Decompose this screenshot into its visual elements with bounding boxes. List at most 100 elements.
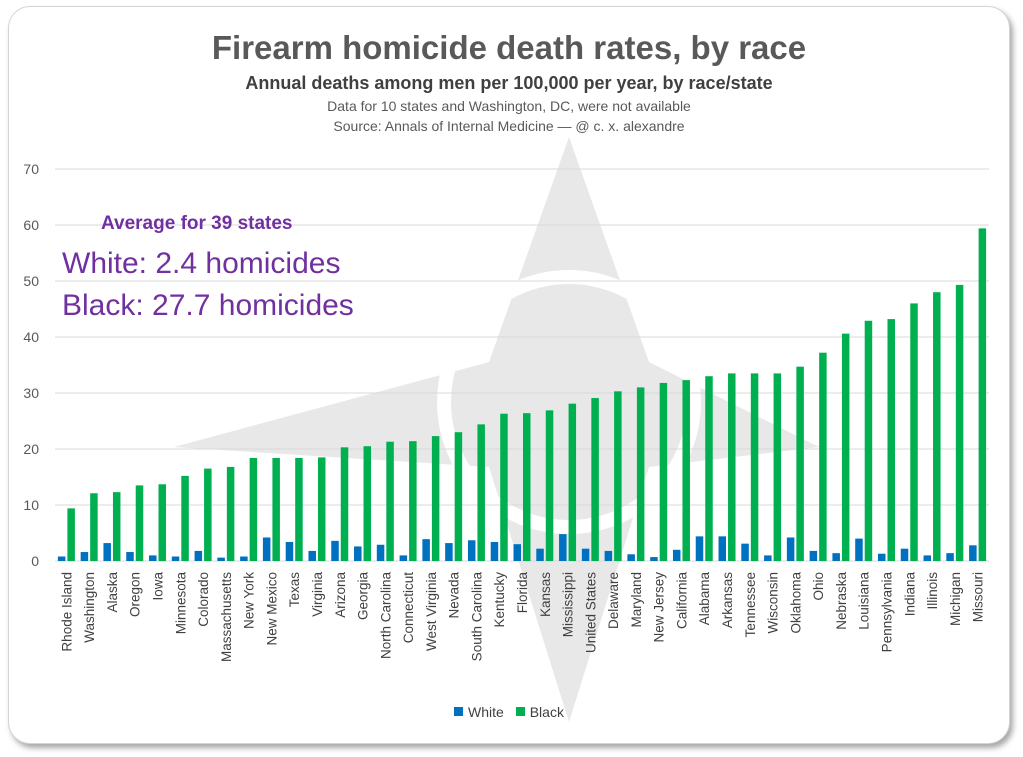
bar-black [409,441,417,561]
bar-white [467,540,476,561]
y-tick-label: 70 [23,161,39,177]
bar-black [295,457,303,561]
x-tick-label: Wisconsin [766,572,781,634]
y-axis-ticks: 0 10 20 30 40 50 60 70 [23,161,39,569]
bar-white [126,552,134,561]
bar-white [741,543,749,561]
bar-black [523,413,531,561]
bar-white [399,555,408,561]
x-tick-label: Michigan [948,572,963,626]
bar-white [354,546,362,561]
bar-white [490,541,499,561]
bar-white [331,540,339,561]
bar-white [376,544,385,561]
legend-label-white: White [468,703,504,720]
x-tick-label: New Mexico [264,572,279,646]
bar-black [910,303,918,561]
bar-white [718,536,727,561]
bar-white [80,552,89,561]
bar-white [969,545,977,561]
chart-card: 0 10 20 30 40 50 60 70 Rhode Island Washington Al… [8,6,1010,744]
bar-white [786,537,795,561]
x-tick-label: Kansas [538,572,553,617]
x-tick-label: Iowa [151,572,166,601]
legend-swatch-white [454,707,464,716]
x-tick-label: Tennessee [743,572,758,637]
x-tick-label: Connecticut [401,572,416,644]
x-tick-label: Minnesota [173,572,188,635]
bar-white [194,550,203,561]
bar-black [682,380,690,561]
bars [57,228,987,562]
bar-black [158,484,167,561]
bar-white [513,544,521,561]
bar-black [431,436,440,561]
bar-black [545,410,554,561]
bar-black [955,284,964,561]
y-tick-label: 40 [23,329,39,345]
bar-white [672,549,681,561]
bar-black [659,382,668,561]
bar-white [832,553,840,561]
x-tick-label: Kentucky [492,572,507,628]
x-tick-label: Virginia [310,572,325,617]
x-axis-ticks: Rhode Island Washington Alaska Oregon Iowa Mi… [59,572,985,663]
legend-label-black: Black [529,703,564,720]
bar-white [445,543,453,561]
bar-black [614,391,622,561]
bar-white [262,537,271,561]
y-tick-label: 0 [31,553,39,569]
x-tick-label: Massachusetts [219,572,234,662]
bar-white [946,553,954,561]
x-tick-label: Missouri [971,572,986,622]
bar-black [204,468,212,561]
watermark-star [174,137,819,722]
legend-item-white: White [454,704,504,720]
bar-white [809,550,818,561]
gridlines [55,168,989,562]
x-tick-label: Oklahoma [788,572,803,634]
x-tick-label: New Jersey [652,572,667,643]
bar-white [217,557,225,561]
bar-black [568,403,577,561]
bar-white [604,550,613,561]
bar-black [819,352,827,561]
bar-white [559,534,567,561]
x-tick-label: Delaware [606,572,621,629]
bar-black [636,387,645,561]
x-tick-label: South Carolina [469,572,484,662]
bar-white [900,548,909,561]
bar-black [181,475,189,561]
x-tick-label: West Virginia [424,572,439,652]
x-tick-label: Nevada [447,572,462,619]
bar-black [978,228,987,562]
bar-black [728,373,736,561]
bar-black [933,292,941,561]
x-tick-label: Louisiana [857,572,872,630]
bar-black [887,319,895,561]
x-tick-label: Mississippi [561,572,576,637]
bar-white [240,556,248,561]
bar-black [750,373,759,561]
bar-white [422,539,430,561]
x-tick-label: Arizona [333,572,348,618]
y-tick-label: 30 [23,385,39,401]
bar-black [796,366,804,561]
bar-white [285,541,294,561]
bar-white [581,548,590,561]
y-tick-label: 20 [23,441,39,457]
bar-black [112,492,121,561]
x-tick-label: Alabama [697,572,712,626]
bar-black [272,457,280,561]
bar-black [773,373,782,561]
legend-swatch-black [515,707,525,716]
data-note: Data for 10 states and Washington, DC, w… [327,98,691,114]
x-tick-label: Nebraska [834,572,849,630]
bar-black [864,320,873,561]
x-tick-label: Oregon [128,572,143,617]
y-tick-label: 60 [23,217,39,233]
x-tick-label: Florida [515,572,530,614]
annotation-white-average: White: 2.4 homicides [62,247,341,280]
bar-black [477,424,485,561]
bar-black [340,447,349,561]
